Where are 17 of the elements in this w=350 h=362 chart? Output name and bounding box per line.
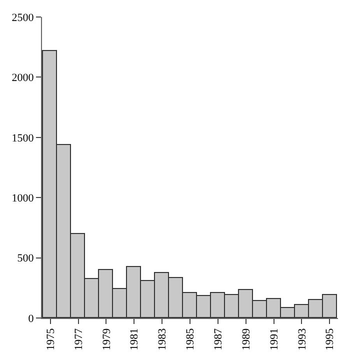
y-tick-label: 1000 [12, 192, 34, 204]
x-tick-label: 1979 [100, 328, 113, 350]
x-tick-label: 1981 [128, 328, 141, 350]
x-tick-label: 1991 [268, 328, 280, 350]
y-tick-label: 1500 [12, 132, 34, 144]
y-tick-label: 500 [17, 252, 34, 265]
x-tick-label: 1989 [240, 328, 252, 350]
y-tick-label: 2500 [12, 12, 34, 24]
x-tick-label: 1985 [184, 328, 197, 350]
x-tick-label: 1983 [156, 328, 169, 350]
y-tick-label: 2000 [12, 72, 34, 84]
x-tick-label: 1993 [296, 328, 308, 350]
y-tick-label: 0 [28, 312, 34, 325]
x-tick-label: 1995 [324, 328, 336, 350]
x-tick-label: 1987 [212, 328, 224, 350]
x-tick-label: 1975 [44, 328, 57, 350]
x-tick-label: 1977 [72, 328, 85, 350]
